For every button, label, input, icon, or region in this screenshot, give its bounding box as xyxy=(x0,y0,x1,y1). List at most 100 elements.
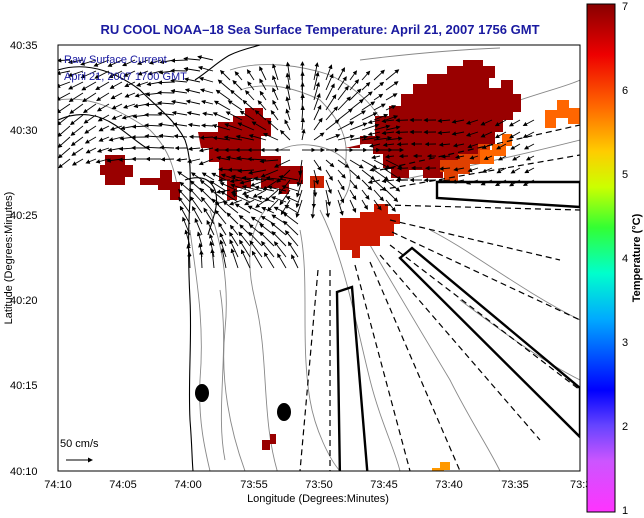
current-vector xyxy=(451,119,465,124)
current-vector xyxy=(263,252,275,269)
current-vector xyxy=(257,100,267,111)
current-vector xyxy=(248,134,267,141)
current-vector xyxy=(313,71,320,91)
current-vector xyxy=(242,99,255,111)
current-vector xyxy=(244,90,255,101)
current-vector xyxy=(272,87,279,101)
current-vector xyxy=(453,167,465,172)
current-vector xyxy=(251,121,267,131)
current-vector xyxy=(385,125,401,131)
colorbar-gradient xyxy=(586,3,616,513)
current-vector xyxy=(312,179,318,197)
y-tick-label: 40:20 xyxy=(10,295,38,307)
current-vector xyxy=(466,179,479,185)
current-vector xyxy=(325,189,331,207)
scale-label: 50 cm/s xyxy=(60,438,99,450)
current-vector xyxy=(313,62,319,81)
current-vector xyxy=(361,179,373,191)
current-vector xyxy=(481,143,493,149)
x-tick-label: 73:45 xyxy=(370,479,398,491)
current-vector xyxy=(273,206,287,214)
current-vector xyxy=(209,188,227,203)
current-vector xyxy=(219,182,239,192)
current-vector xyxy=(187,146,201,151)
current-vector xyxy=(383,166,395,172)
current-vector xyxy=(192,206,203,225)
current-vector xyxy=(218,178,231,183)
current-vector xyxy=(272,75,279,91)
current-vector xyxy=(509,179,521,187)
survey-box xyxy=(335,285,369,471)
current-vector xyxy=(83,114,97,124)
current-vector xyxy=(361,101,376,111)
current-vector xyxy=(385,93,398,101)
current-vector xyxy=(522,179,535,186)
current-vector xyxy=(183,66,201,72)
current-vector xyxy=(58,136,71,148)
current-vector xyxy=(337,67,345,81)
current-vector xyxy=(85,147,97,154)
colorbar: 7 6 5 4 3 2 1 Temperature (°C) xyxy=(586,1,643,517)
current-vector xyxy=(95,81,110,91)
current-vector xyxy=(239,110,255,121)
current-vector xyxy=(371,154,381,160)
current-vector xyxy=(337,76,347,91)
y-tick-label: 40:30 xyxy=(10,125,38,137)
current-vector xyxy=(172,122,188,127)
sst-patch xyxy=(140,170,180,200)
current-vector xyxy=(285,96,291,111)
current-vector xyxy=(58,125,71,138)
current-vector xyxy=(111,114,123,120)
current-vector xyxy=(277,253,287,269)
current-vector xyxy=(160,157,175,162)
current-vector xyxy=(259,231,275,247)
current-vector xyxy=(58,92,71,101)
current-vector xyxy=(212,112,231,121)
current-vector xyxy=(82,103,97,114)
current-vector xyxy=(254,185,275,192)
current-vector xyxy=(381,118,395,124)
current-vector xyxy=(122,59,136,67)
current-vector xyxy=(367,119,381,125)
current-vector xyxy=(437,130,451,136)
current-vector xyxy=(349,169,361,180)
sst-patch-warm xyxy=(440,144,490,182)
current-vector xyxy=(337,169,346,179)
y-tick-label: 40:10 xyxy=(10,466,38,478)
current-vector xyxy=(265,175,287,181)
x-tick-label: 74:10 xyxy=(44,479,72,491)
current-vector xyxy=(385,81,399,91)
current-vector xyxy=(337,159,350,168)
current-vector xyxy=(199,250,204,269)
current-vector xyxy=(510,167,521,174)
current-vector xyxy=(361,70,371,81)
current-vector xyxy=(337,189,345,204)
current-vector xyxy=(300,117,306,131)
current-vector xyxy=(234,71,243,81)
current-vector xyxy=(524,167,535,174)
current-vector xyxy=(267,120,279,131)
current-vector xyxy=(325,119,340,131)
current-vector xyxy=(197,65,214,72)
current-vector xyxy=(58,81,71,88)
current-vector xyxy=(349,88,362,101)
current-vector xyxy=(349,79,360,91)
current-vector xyxy=(349,179,358,190)
current-vector xyxy=(189,187,203,203)
current-vector xyxy=(81,81,97,91)
current-vector xyxy=(238,231,251,247)
current-vector xyxy=(349,70,358,81)
current-vector xyxy=(170,88,188,94)
current-vector xyxy=(244,199,255,206)
current-vector xyxy=(218,222,227,236)
current-vector xyxy=(337,199,344,216)
current-vector xyxy=(522,119,535,127)
current-vector xyxy=(170,78,188,84)
current-vector xyxy=(224,123,243,131)
current-vector xyxy=(214,199,231,206)
current-vector xyxy=(255,199,267,208)
current-vector xyxy=(281,184,299,192)
current-vector xyxy=(282,212,299,225)
current-vector xyxy=(182,216,191,236)
current-vector xyxy=(373,179,387,192)
